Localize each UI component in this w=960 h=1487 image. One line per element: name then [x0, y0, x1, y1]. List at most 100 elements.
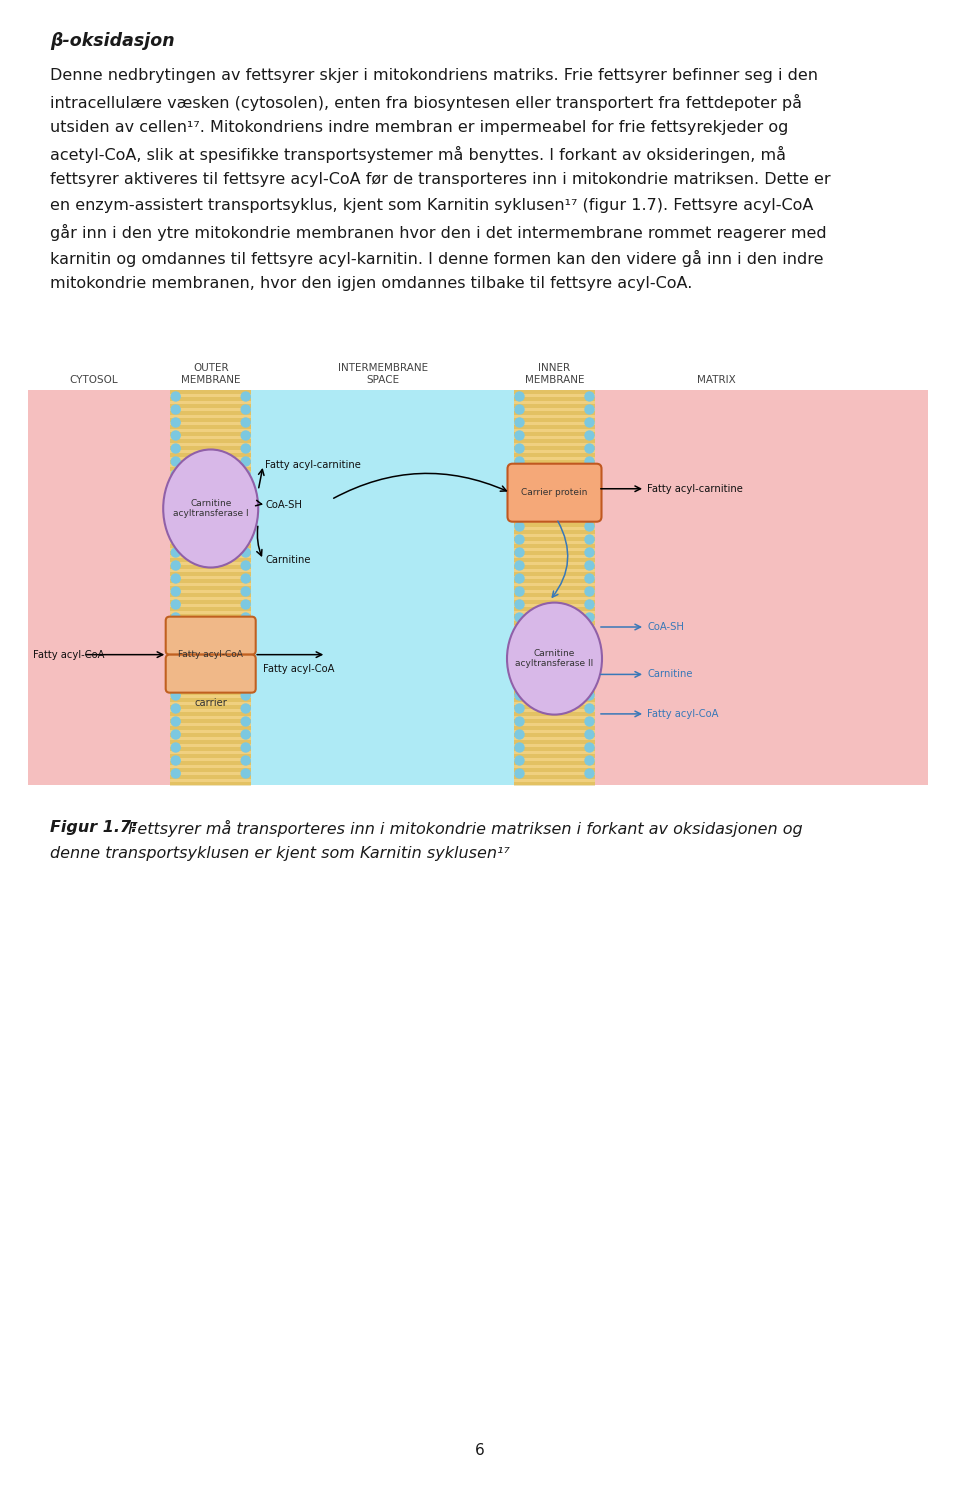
Bar [514, 607, 595, 611]
Bar [514, 586, 595, 590]
Text: β-oksidasjon: β-oksidasjon [50, 33, 175, 51]
Bar [170, 495, 252, 498]
Circle shape [241, 599, 251, 610]
Circle shape [241, 651, 251, 662]
Circle shape [585, 549, 594, 558]
Bar [514, 648, 595, 653]
Bar [170, 607, 252, 611]
Bar [514, 410, 595, 415]
Bar [170, 767, 252, 772]
Bar [170, 656, 252, 660]
Bar [170, 480, 252, 485]
Bar [514, 691, 595, 694]
Bar [170, 404, 252, 407]
Circle shape [171, 651, 180, 662]
Bar [514, 614, 595, 619]
Circle shape [515, 574, 524, 583]
Circle shape [241, 587, 251, 596]
Circle shape [515, 393, 524, 401]
Bar [514, 712, 595, 715]
Bar [170, 523, 252, 526]
Bar [170, 720, 252, 723]
Bar [170, 459, 252, 464]
Ellipse shape [507, 602, 602, 715]
Bar [514, 754, 595, 758]
Bar [170, 467, 252, 471]
Circle shape [241, 522, 251, 531]
Circle shape [171, 393, 180, 401]
Circle shape [515, 665, 524, 674]
Text: CoA-SH: CoA-SH [265, 500, 302, 510]
Circle shape [171, 755, 180, 764]
Bar [170, 410, 252, 415]
Bar [170, 648, 252, 653]
Circle shape [241, 717, 251, 726]
Circle shape [241, 613, 251, 622]
Circle shape [585, 665, 594, 674]
Circle shape [241, 769, 251, 778]
Circle shape [585, 404, 594, 413]
Bar [514, 720, 595, 723]
Bar [170, 754, 252, 758]
Bar [514, 761, 595, 764]
Circle shape [515, 691, 524, 700]
Circle shape [515, 549, 524, 558]
Text: INTERMEMBRANE
SPACE: INTERMEMBRANE SPACE [338, 363, 427, 385]
Text: en enzym-assistert transportsyklus, kjent som Karnitin syklusen¹⁷ (figur 1.7). F: en enzym-assistert transportsyklus, kjen… [50, 198, 813, 213]
Bar [514, 488, 595, 492]
Circle shape [515, 404, 524, 413]
Circle shape [171, 404, 180, 413]
Circle shape [171, 730, 180, 739]
Text: går inn i den ytre mitokondrie membranen hvor den i det intermembrane rommet rea: går inn i den ytre mitokondrie membranen… [50, 225, 827, 241]
Circle shape [585, 703, 594, 712]
Bar [170, 593, 252, 596]
Bar [514, 775, 595, 779]
Circle shape [515, 599, 524, 610]
Bar [170, 746, 252, 751]
Circle shape [171, 587, 180, 596]
Bar [514, 523, 595, 526]
Bar [514, 565, 595, 570]
Text: Carrier protein: Carrier protein [521, 488, 588, 497]
Bar [514, 599, 595, 604]
Circle shape [171, 744, 180, 752]
Text: INNER
MEMBRANE: INNER MEMBRANE [525, 363, 585, 385]
Bar [170, 697, 252, 702]
Circle shape [171, 717, 180, 726]
Bar [170, 733, 252, 738]
FancyBboxPatch shape [508, 464, 602, 522]
Text: denne transportsyklusen er kjent som Karnitin syklusen¹⁷: denne transportsyklusen er kjent som Kar… [50, 846, 510, 861]
Bar [170, 578, 252, 583]
Ellipse shape [163, 449, 258, 568]
Bar [514, 697, 595, 702]
Circle shape [241, 418, 251, 427]
Bar [514, 404, 595, 407]
Bar [514, 663, 595, 666]
Bar [170, 433, 252, 436]
Circle shape [171, 497, 180, 506]
Bar [514, 439, 595, 443]
Bar [170, 782, 252, 785]
Circle shape [241, 535, 251, 544]
Circle shape [171, 445, 180, 454]
Circle shape [585, 457, 594, 465]
Bar [170, 741, 252, 744]
Bar [514, 503, 595, 506]
Circle shape [515, 613, 524, 622]
Circle shape [585, 769, 594, 778]
Circle shape [171, 561, 180, 570]
Circle shape [515, 678, 524, 687]
Circle shape [585, 755, 594, 764]
Circle shape [171, 483, 180, 492]
Bar [170, 425, 252, 428]
Circle shape [241, 470, 251, 479]
Bar [170, 775, 252, 779]
Circle shape [241, 691, 251, 700]
Bar [170, 397, 252, 401]
Text: acetyl-CoA, slik at spesifikke transportsystemer må benyttes. I forkant av oksid: acetyl-CoA, slik at spesifikke transport… [50, 146, 786, 164]
Circle shape [585, 730, 594, 739]
Circle shape [171, 509, 180, 517]
Bar [514, 446, 595, 451]
Bar [514, 746, 595, 751]
Bar [170, 390, 252, 394]
